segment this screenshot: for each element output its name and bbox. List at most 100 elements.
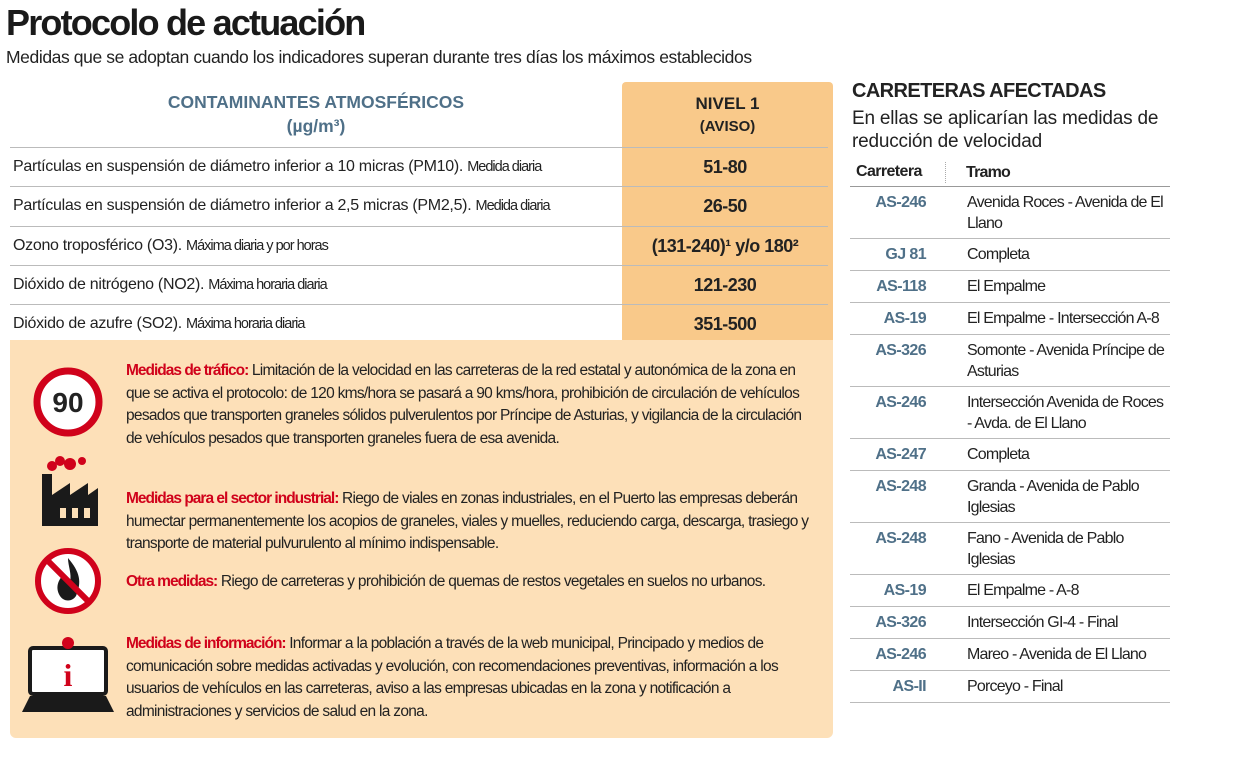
road-code: AS-II [892, 678, 927, 695]
info-icon-text: i [64, 657, 73, 693]
road-row: AS-326 Somonte - Avenida Príncipe de Astu… [850, 335, 1170, 387]
measure-title: Medidas de tráfico: [126, 362, 249, 379]
level-value: 26-50 [703, 195, 747, 216]
measure-text: Informar a la población a través de la w… [126, 635, 779, 720]
laptop-icon: i [22, 637, 114, 712]
level-value: 51-80 [703, 156, 747, 177]
pollutant-text: Dióxido de nitrógeno (NO2). [13, 276, 205, 293]
header-text: NIVEL 1 [695, 94, 760, 113]
roads-title: CARRETERAS AFECTADAS [852, 80, 1106, 102]
header-cell: Tramo [945, 161, 1145, 183]
level-value: 121-230 [693, 274, 757, 295]
road-code: AS-247 [875, 446, 926, 463]
road-section: Intersección GI-4 - Final [967, 614, 1119, 631]
level-header: NIVEL 1 (AVISO) [622, 92, 833, 138]
road-section: Intersección Avenida de Roces - Avda. de… [967, 394, 1164, 432]
road-section: Avenida Roces - Avenida de El Llano [967, 194, 1164, 232]
header-text: (AVISO) [699, 118, 756, 135]
measure: Medidas para el sector industrial: Riego… [126, 488, 816, 556]
roads-table: Carretera Tramo AS-246 Avenida Roces - Av… [850, 158, 1170, 703]
header-text: (µg/m³) [286, 116, 346, 136]
measure-title: Medidas de información: [126, 635, 287, 652]
pollutant-name: Ozono troposférico (O3). Máxima diaria y… [10, 237, 622, 255]
pollutant-method: Máxima diaria y por horas [186, 238, 329, 254]
road-section: El Empalme - Intersección A-8 [967, 310, 1160, 327]
road-row: AS-19 El Empalme - Intersección A-8 [850, 303, 1170, 335]
title: Protocolo de actuación [6, 2, 366, 43]
road-row: AS-248 Fano - Avenida de Pablo Iglesias [850, 523, 1170, 575]
measure-text: Riego de carreteras y prohibición de que… [220, 573, 766, 590]
road-row: AS-19 El Empalme - A-8 [850, 575, 1170, 607]
road-row: AS-246 Avenida Roces - Avenida de El Llan… [850, 187, 1170, 239]
level-value: (131-240)¹ y/o 180² [651, 235, 799, 256]
header-text: CONTAMINANTES ATMOSFÉRICOS [167, 92, 465, 112]
factory-icon [42, 456, 98, 526]
pollutant-header: CONTAMINANTES ATMOSFÉRICOS (µg/m³) [10, 90, 622, 138]
level-value: 351-500 [693, 313, 757, 334]
road-row: AS-246 Intersección Avenida de Roces - Av… [850, 387, 1170, 439]
road-code: AS-248 [875, 478, 926, 495]
pollutant-method: Medida diaria [475, 198, 551, 214]
pollutant-row: Partículas en suspensión de diámetro inf… [10, 147, 828, 186]
road-code: GJ 81 [885, 246, 926, 263]
pollutant-text: Partículas en suspensión de diámetro inf… [13, 197, 472, 214]
road-code: AS-118 [876, 278, 926, 295]
roads-subtitle: En ellas se aplicarían las medidas de re… [852, 108, 1159, 152]
pollutant-method: Máxima horaria diaria [208, 277, 327, 293]
road-code: AS-19 [883, 582, 927, 599]
speed-sign [33, 367, 103, 437]
road-code: AS-326 [875, 614, 926, 631]
measure-text: Limitación de la velocidad en las carret… [126, 362, 802, 447]
icons: 90 i [22, 367, 114, 712]
road-section: El Empalme [967, 278, 1046, 295]
road-section: Completa [967, 246, 1030, 263]
pollutant-text: Ozono troposférico (O3). [13, 237, 182, 254]
road-code: AS-246 [875, 646, 926, 663]
road-section: Somonte - Avenida Príncipe de Asturias [967, 342, 1165, 380]
road-code: AS-246 [875, 194, 926, 211]
measure-text: Riego de viales en zonas industriales, e… [126, 490, 809, 552]
pollutant-row: Dióxido de nitrógeno (NO2). Máxima horar… [10, 265, 828, 304]
pollutant-method: Medida diaria [467, 159, 542, 175]
pollutant-name: Dióxido de azufre (SO2). Máxima horaria … [10, 315, 622, 333]
measure-title: Medidas para el sector industrial: [126, 490, 339, 507]
pollutant-text: Dióxido de azufre (SO2). [13, 315, 182, 332]
measure: Otra medidas: Riego de carreteras y proh… [126, 571, 816, 594]
road-code: AS-248 [875, 530, 926, 547]
road-row: AS-248 Granda - Avenida de Pablo Iglesias [850, 471, 1170, 523]
pollutant-name: Dióxido de nitrógeno (NO2). Máxima horar… [10, 276, 622, 294]
roads-header: Carretera Tramo [850, 158, 1170, 187]
road-section: Completa [967, 446, 1030, 463]
road-code: AS-19 [883, 310, 927, 327]
measure: Medidas de información: Informar a la po… [126, 633, 816, 723]
road-row: AS-246 Mareo - Avenida de El Llano [850, 639, 1170, 671]
road-row: AS-II Porceyo - Final [850, 671, 1170, 703]
pollutant-name: Partículas en suspensión de diámetro inf… [10, 197, 622, 215]
measure-title: Otra medidas: [126, 573, 218, 590]
header-cell: Carretera [856, 163, 922, 180]
no-fire-icon [35, 548, 101, 614]
road-section: Porceyo - Final [967, 678, 1063, 695]
road-section: Fano - Avenida de Pablo Iglesias [967, 530, 1124, 568]
road-section: Granda - Avenida de Pablo Iglesias [967, 478, 1140, 516]
measure: Medidas de tráfico: Limitación de la vel… [126, 360, 816, 450]
pollutant-row: Ozono troposférico (O3). Máxima diaria y… [10, 226, 828, 265]
pollutant-row: Dióxido de azufre (SO2). Máxima horaria … [10, 304, 828, 343]
pollutant-method: Máxima horaria diaria [186, 316, 305, 332]
speed-sign-text: 90 [52, 387, 83, 418]
level-column [622, 82, 833, 344]
road-section: Mareo - Avenida de El Llano [967, 646, 1147, 663]
road-row: AS-326 Intersección GI-4 - Final [850, 607, 1170, 639]
pollutant-row: Partículas en suspensión de diámetro inf… [10, 186, 828, 225]
road-section: El Empalme - A-8 [967, 582, 1079, 599]
road-code: AS-326 [875, 342, 926, 359]
pollutant-text: Partículas en suspensión de diámetro inf… [13, 158, 464, 175]
pollutant-name: Partículas en suspensión de diámetro inf… [10, 158, 622, 176]
road-row: AS-247 Completa [850, 439, 1170, 471]
road-code: AS-246 [875, 394, 926, 411]
subtitle: Medidas que se adoptan cuando los indica… [6, 47, 752, 67]
road-row: AS-118 El Empalme [850, 271, 1170, 303]
road-row: GJ 81 Completa [850, 239, 1170, 271]
measures-box [10, 340, 833, 738]
